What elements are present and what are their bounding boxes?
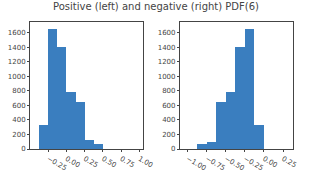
svg-text:1200: 1200 <box>8 58 26 66</box>
svg-text:200: 200 <box>12 131 25 139</box>
svg-text:−0.25: −0.25 <box>242 155 265 173</box>
svg-text:0.50: 0.50 <box>100 155 118 170</box>
svg-text:1000: 1000 <box>8 73 26 81</box>
svg-text:1.00: 1.00 <box>137 155 155 170</box>
svg-text:400: 400 <box>162 116 175 124</box>
svg-text:0.25: 0.25 <box>82 155 100 170</box>
svg-text:0.25: 0.25 <box>280 155 298 170</box>
svg-text:600: 600 <box>12 102 25 110</box>
svg-text:0.00: 0.00 <box>261 155 279 170</box>
svg-text:0: 0 <box>171 145 175 153</box>
svg-text:0: 0 <box>21 145 25 153</box>
svg-text:Positive (left) and negative (: Positive (left) and negative (right) PDF… <box>53 1 259 12</box>
svg-text:−1.00: −1.00 <box>185 155 208 173</box>
svg-text:−0.75: −0.75 <box>204 155 227 173</box>
svg-text:−0.25: −0.25 <box>45 155 68 173</box>
svg-text:400: 400 <box>12 116 25 124</box>
svg-text:1400: 1400 <box>158 44 176 52</box>
svg-text:600: 600 <box>162 102 175 110</box>
svg-text:1400: 1400 <box>8 44 26 52</box>
svg-text:1000: 1000 <box>158 73 176 81</box>
svg-text:800: 800 <box>12 87 25 95</box>
svg-text:800: 800 <box>162 87 175 95</box>
svg-text:1200: 1200 <box>158 58 176 66</box>
svg-text:200: 200 <box>162 131 175 139</box>
svg-text:1600: 1600 <box>158 29 176 37</box>
svg-text:0.75: 0.75 <box>118 155 136 170</box>
svg-text:0.00: 0.00 <box>64 155 82 170</box>
svg-text:−0.50: −0.50 <box>223 155 246 173</box>
svg-text:1600: 1600 <box>8 29 26 37</box>
